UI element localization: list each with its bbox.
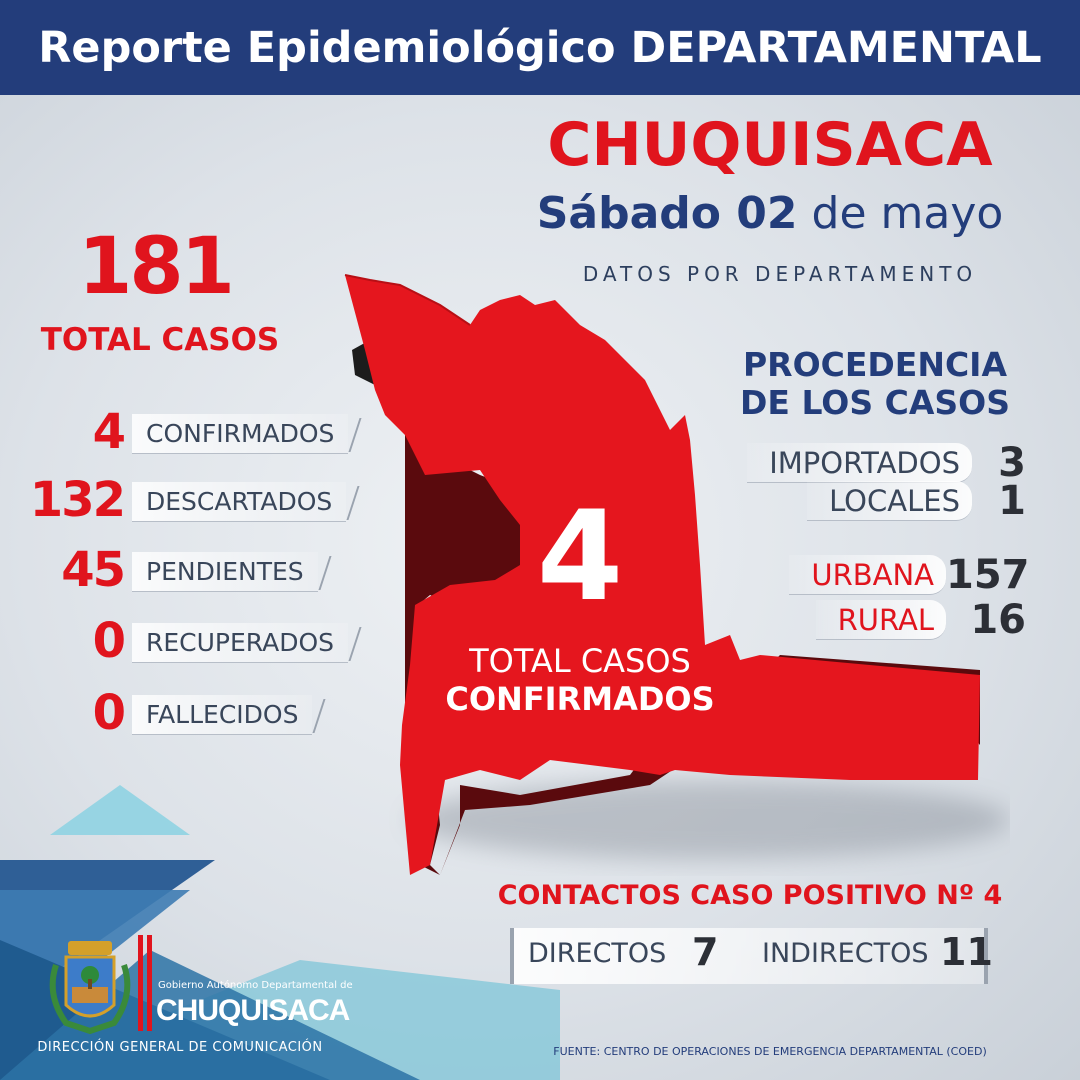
stat-value: 0 — [92, 685, 126, 741]
date-month: de mayo — [811, 188, 1004, 239]
department-map — [344, 274, 1010, 875]
procedencia-title-line1: PROCEDENCIA — [743, 345, 1007, 384]
footer-department: DIRECCIÓN GENERAL DE COMUNICACIÓN — [37, 1040, 323, 1055]
red-bars-logo — [138, 935, 152, 1031]
procedencia-title-line2: DE LOS CASOS — [740, 383, 1010, 422]
procedencia-label: LOCALES — [807, 481, 972, 521]
map-total-value: 4 — [536, 485, 624, 629]
area-value: 157 — [946, 552, 1030, 598]
stat-fallecidos: 0 FALLECIDOS — [0, 685, 380, 741]
map-label-line1: TOTAL CASOS — [469, 642, 691, 680]
map-label-line2: CONFIRMADOS — [445, 680, 715, 718]
contacts-indirectos-label: INDIRECTOS — [762, 938, 929, 969]
contacts-indirectos-value: 11 — [940, 930, 993, 974]
stat-label: RECUPERADOS — [132, 623, 349, 663]
procedencia-label: IMPORTADOS — [747, 443, 972, 483]
coat-of-arms-logo — [49, 941, 131, 1035]
procedencia-value: 3 — [998, 440, 1026, 486]
contacts-directos-value: 7 — [692, 930, 719, 974]
area-urbana: URBANA 157 — [0, 553, 1080, 597]
report-date: Sábado 02 de mayo — [470, 188, 1070, 239]
department-name: CHUQUISACA — [547, 110, 993, 180]
area-label: RURAL — [815, 600, 946, 640]
header-title: Reporte Epidemiológico DEPARTAMENTAL — [38, 22, 1042, 73]
contacts-directos-label: DIRECTOS — [528, 938, 667, 969]
contacts-box: DIRECTOS 7 INDIRECTOS 11 — [510, 928, 993, 984]
contacts-title: CONTACTOS CASO POSITIVO Nº 4 — [497, 880, 1003, 911]
stat-descartados: 132 DESCARTADOS — [0, 472, 380, 528]
source-note: FUENTE: CENTRO DE OPERACIONES DE EMERGEN… — [553, 1045, 987, 1058]
stat-confirmados: 4 CONFIRMADOS — [0, 404, 380, 460]
logo-chuquisaca-text: CHUQUISACA — [156, 994, 350, 1027]
area-value: 16 — [970, 597, 1026, 643]
stat-value: 132 — [29, 472, 126, 528]
stat-value: 4 — [92, 404, 126, 460]
procedencia-importados: IMPORTADOS 3 — [0, 441, 1080, 485]
stat-label: FALLECIDOS — [132, 695, 313, 735]
logo-gov-text: Gobierno Autónomo Departamental de — [158, 980, 353, 991]
procedencia-locales: LOCALES 1 — [0, 479, 1080, 523]
date-day: Sábado 02 — [536, 188, 798, 239]
stat-value: 0 — [92, 613, 126, 669]
procedencia-value: 1 — [998, 478, 1026, 524]
total-cases-value: 181 — [78, 222, 235, 312]
area-rural: RURAL 16 — [0, 598, 1080, 642]
header-bar: Reporte Epidemiológico DEPARTAMENTAL — [0, 0, 1080, 95]
stat-label: PENDIENTES — [132, 552, 318, 592]
stat-label: DESCARTADOS — [132, 482, 347, 522]
area-label: URBANA — [789, 555, 946, 595]
total-cases-label: TOTAL CASOS — [40, 322, 280, 358]
procedencia-title: PROCEDENCIA DE LOS CASOS — [700, 346, 1050, 422]
stat-value: 45 — [61, 542, 126, 598]
subtitle: DATOS POR DEPARTAMENTO — [582, 262, 978, 286]
stat-recuperados: 0 RECUPERADOS — [0, 613, 380, 669]
stat-label: CONFIRMADOS — [132, 414, 349, 454]
stat-pendientes: 45 PENDIENTES — [0, 542, 380, 598]
